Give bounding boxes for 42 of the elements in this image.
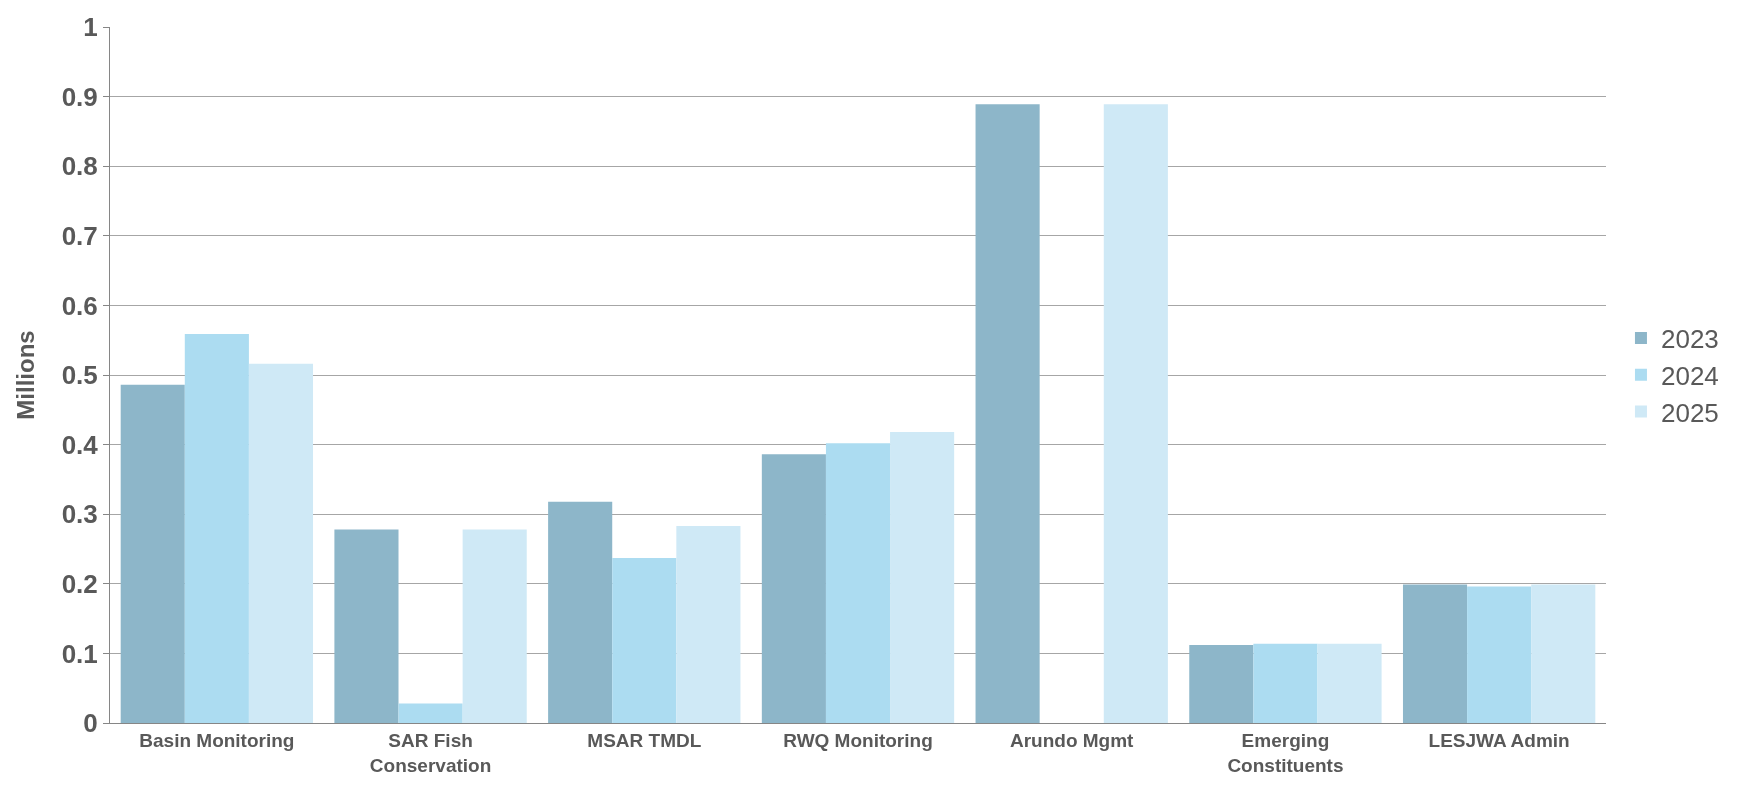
bar [548, 501, 613, 723]
bar [1467, 586, 1532, 723]
y-tick-label: 0.8 [61, 151, 98, 182]
bar [334, 529, 399, 723]
y-tick-label: 0.3 [61, 499, 98, 530]
x-tick-label: Basin Monitoring [139, 729, 295, 751]
bar [975, 104, 1040, 723]
y-tick-label: 0.5 [61, 360, 98, 391]
y-tick-label: 0 [83, 708, 98, 739]
bar [1253, 643, 1318, 723]
y-tick-label: 1 [83, 12, 98, 43]
legend-label: 2024 [1660, 360, 1719, 391]
bar [248, 363, 314, 723]
bar [676, 526, 741, 723]
x-tick-label: MSAR TMDL [587, 729, 702, 751]
legend-label: 2025 [1660, 397, 1719, 428]
bar [462, 529, 527, 723]
bar [825, 443, 891, 723]
bar [1402, 584, 1468, 723]
x-tick-label: RWQ Monitoring [783, 729, 933, 751]
y-tick-label: 0.7 [61, 220, 98, 251]
y-tick-label: 0.9 [61, 81, 98, 112]
y-tick-label: 0.1 [61, 638, 98, 669]
bar [398, 703, 463, 723]
bar [184, 333, 249, 723]
y-axis-title: Millions [11, 330, 39, 420]
bar [1317, 643, 1382, 723]
bar [612, 558, 677, 723]
bar [1189, 645, 1254, 723]
x-tick-label: LESJWA Admin [1428, 729, 1570, 751]
bar [761, 454, 826, 723]
x-tick-label: Emerging Constituents [1227, 729, 1344, 776]
legend-label: 2023 [1660, 324, 1719, 355]
bar [890, 432, 955, 723]
y-tick-label: 0.2 [61, 568, 98, 599]
y-tick-label: 0.6 [61, 290, 98, 321]
bar [120, 384, 185, 723]
bar [1103, 104, 1168, 723]
x-tick-label: SAR Fish Conservation [369, 729, 492, 776]
y-tick-label: 0.4 [61, 429, 99, 460]
x-tick-label: Arundo Mgmt [1009, 729, 1135, 751]
bar [1531, 584, 1596, 723]
